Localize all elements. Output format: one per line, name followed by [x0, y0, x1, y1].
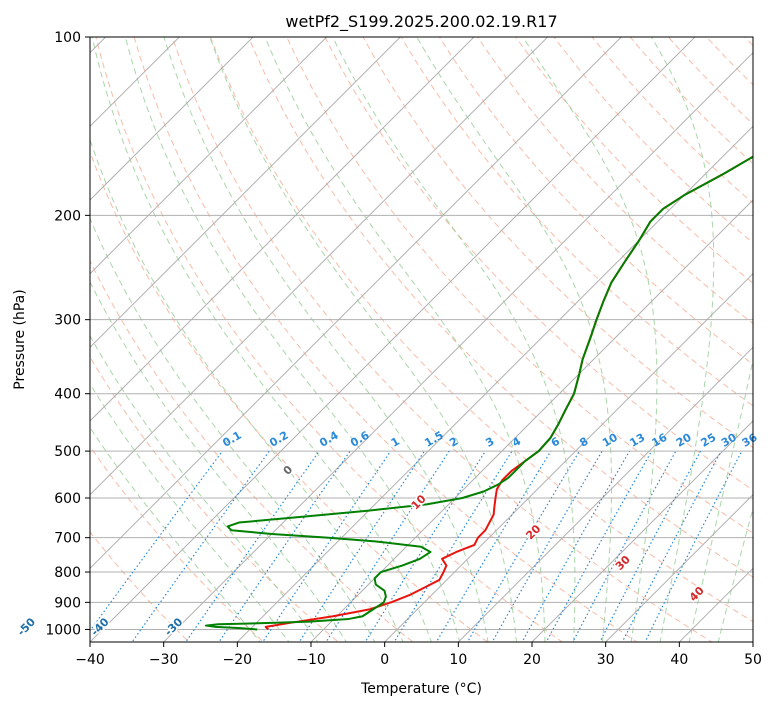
isotherm-line [90, 37, 696, 642]
y-tick-label: 400 [54, 387, 81, 403]
mixing-ratio-line [545, 450, 653, 642]
isotherm-line [162, 51, 753, 642]
isotherm-line [457, 346, 753, 642]
mixing-ratio-line [491, 450, 603, 642]
x-tick-label: 50 [744, 652, 762, 668]
y-axis-label: Pressure (hPa) [12, 289, 28, 389]
y-tick-label: 700 [54, 531, 81, 547]
plot-area [90, 37, 753, 642]
moist-adiabat-line [522, 37, 658, 642]
x-tick-label: 10 [449, 652, 467, 668]
isotherm-line [310, 199, 753, 642]
moist-adiabat-line [264, 37, 546, 642]
isotherm-line [90, 37, 402, 349]
isotherm-line [531, 420, 753, 642]
mixing-ratio-line [218, 450, 351, 642]
isotherm-line [90, 37, 181, 128]
mixing-ratio-line [185, 450, 320, 642]
dry-adiabat-line [133, 37, 638, 642]
dry-adiabat-line [362, 37, 753, 449]
y-tick-label: 300 [54, 313, 81, 329]
dry-adiabat-line [90, 259, 414, 642]
isotherm-line [90, 37, 549, 496]
moist-adiabat-line [124, 37, 461, 642]
dry-adiabat-line [90, 150, 489, 642]
mixing-ratio-line [644, 450, 743, 642]
moist-adiabat-line [416, 37, 613, 642]
y-tick-label: 1000 [45, 622, 81, 638]
dry-adiabat-line [95, 37, 564, 642]
y-tick-label: 800 [54, 565, 81, 581]
dry-adiabat-line [438, 37, 753, 366]
isotherm-line [90, 37, 328, 275]
moist-adiabat-line [90, 426, 261, 642]
moist-adiabat-line [90, 280, 347, 642]
x-tick-label: 0 [380, 652, 389, 668]
x-tick-label: −10 [296, 652, 326, 668]
dewpoint-profile-line [204, 155, 753, 631]
y-tick-label: 100 [54, 30, 81, 46]
moist-adiabat-line [91, 37, 432, 642]
dry-adiabat-line [90, 445, 265, 642]
moist-adiabat-line [650, 37, 715, 642]
dry-adiabat-line [476, 37, 753, 325]
moist-adiabat-line [717, 506, 753, 642]
plot-frame [89, 36, 754, 643]
x-tick-label: 30 [597, 652, 615, 668]
moist-adiabat-line [90, 334, 319, 642]
dry-adiabat-line [286, 37, 753, 534]
isotherm-line [383, 272, 753, 642]
y-tick-label: 900 [54, 595, 81, 611]
dry-adiabat-line [171, 37, 713, 642]
moist-adiabat-line [90, 382, 290, 642]
axes: −40 −30 −20 −10 0 10 20 30 40 50 100 200 300 400 500 60… [45, 30, 762, 668]
x-tick-label: −30 [149, 652, 179, 668]
isotherm-line [90, 37, 623, 570]
x-tick-label: −20 [223, 652, 253, 668]
moist-adiabat-line [332, 37, 576, 642]
dry-adiabat-line [248, 37, 753, 578]
isotherm-line [90, 37, 254, 201]
moist-adiabat-line [688, 357, 753, 642]
x-tick-label: 40 [670, 652, 688, 668]
isotherm-line [90, 37, 475, 422]
x-tick-label: 20 [523, 652, 541, 668]
isotherm-line [604, 493, 753, 642]
isotherm-line [236, 125, 753, 642]
mixing-ratio-line [131, 450, 270, 642]
dry-adiabat-line [667, 37, 753, 125]
mixing-ratio-line [466, 450, 580, 642]
dry-adiabat-line [324, 37, 753, 491]
moist-adiabat-line [163, 37, 489, 642]
y-tick-label: 500 [54, 444, 81, 460]
x-tick-label: −40 [75, 652, 105, 668]
y-tick-label: 200 [54, 208, 81, 224]
mixing-ratio-line [325, 450, 450, 642]
x-axis-label: Temperature (°C) [360, 681, 482, 697]
mixing-ratio-line [262, 450, 392, 642]
y-tick-label: 600 [54, 491, 81, 507]
mixing-ratio-line [435, 450, 552, 642]
moist-adiabat-line [90, 217, 376, 642]
chart-title: wetPf2_S199.2025.200.02.19.R17 [285, 12, 557, 32]
